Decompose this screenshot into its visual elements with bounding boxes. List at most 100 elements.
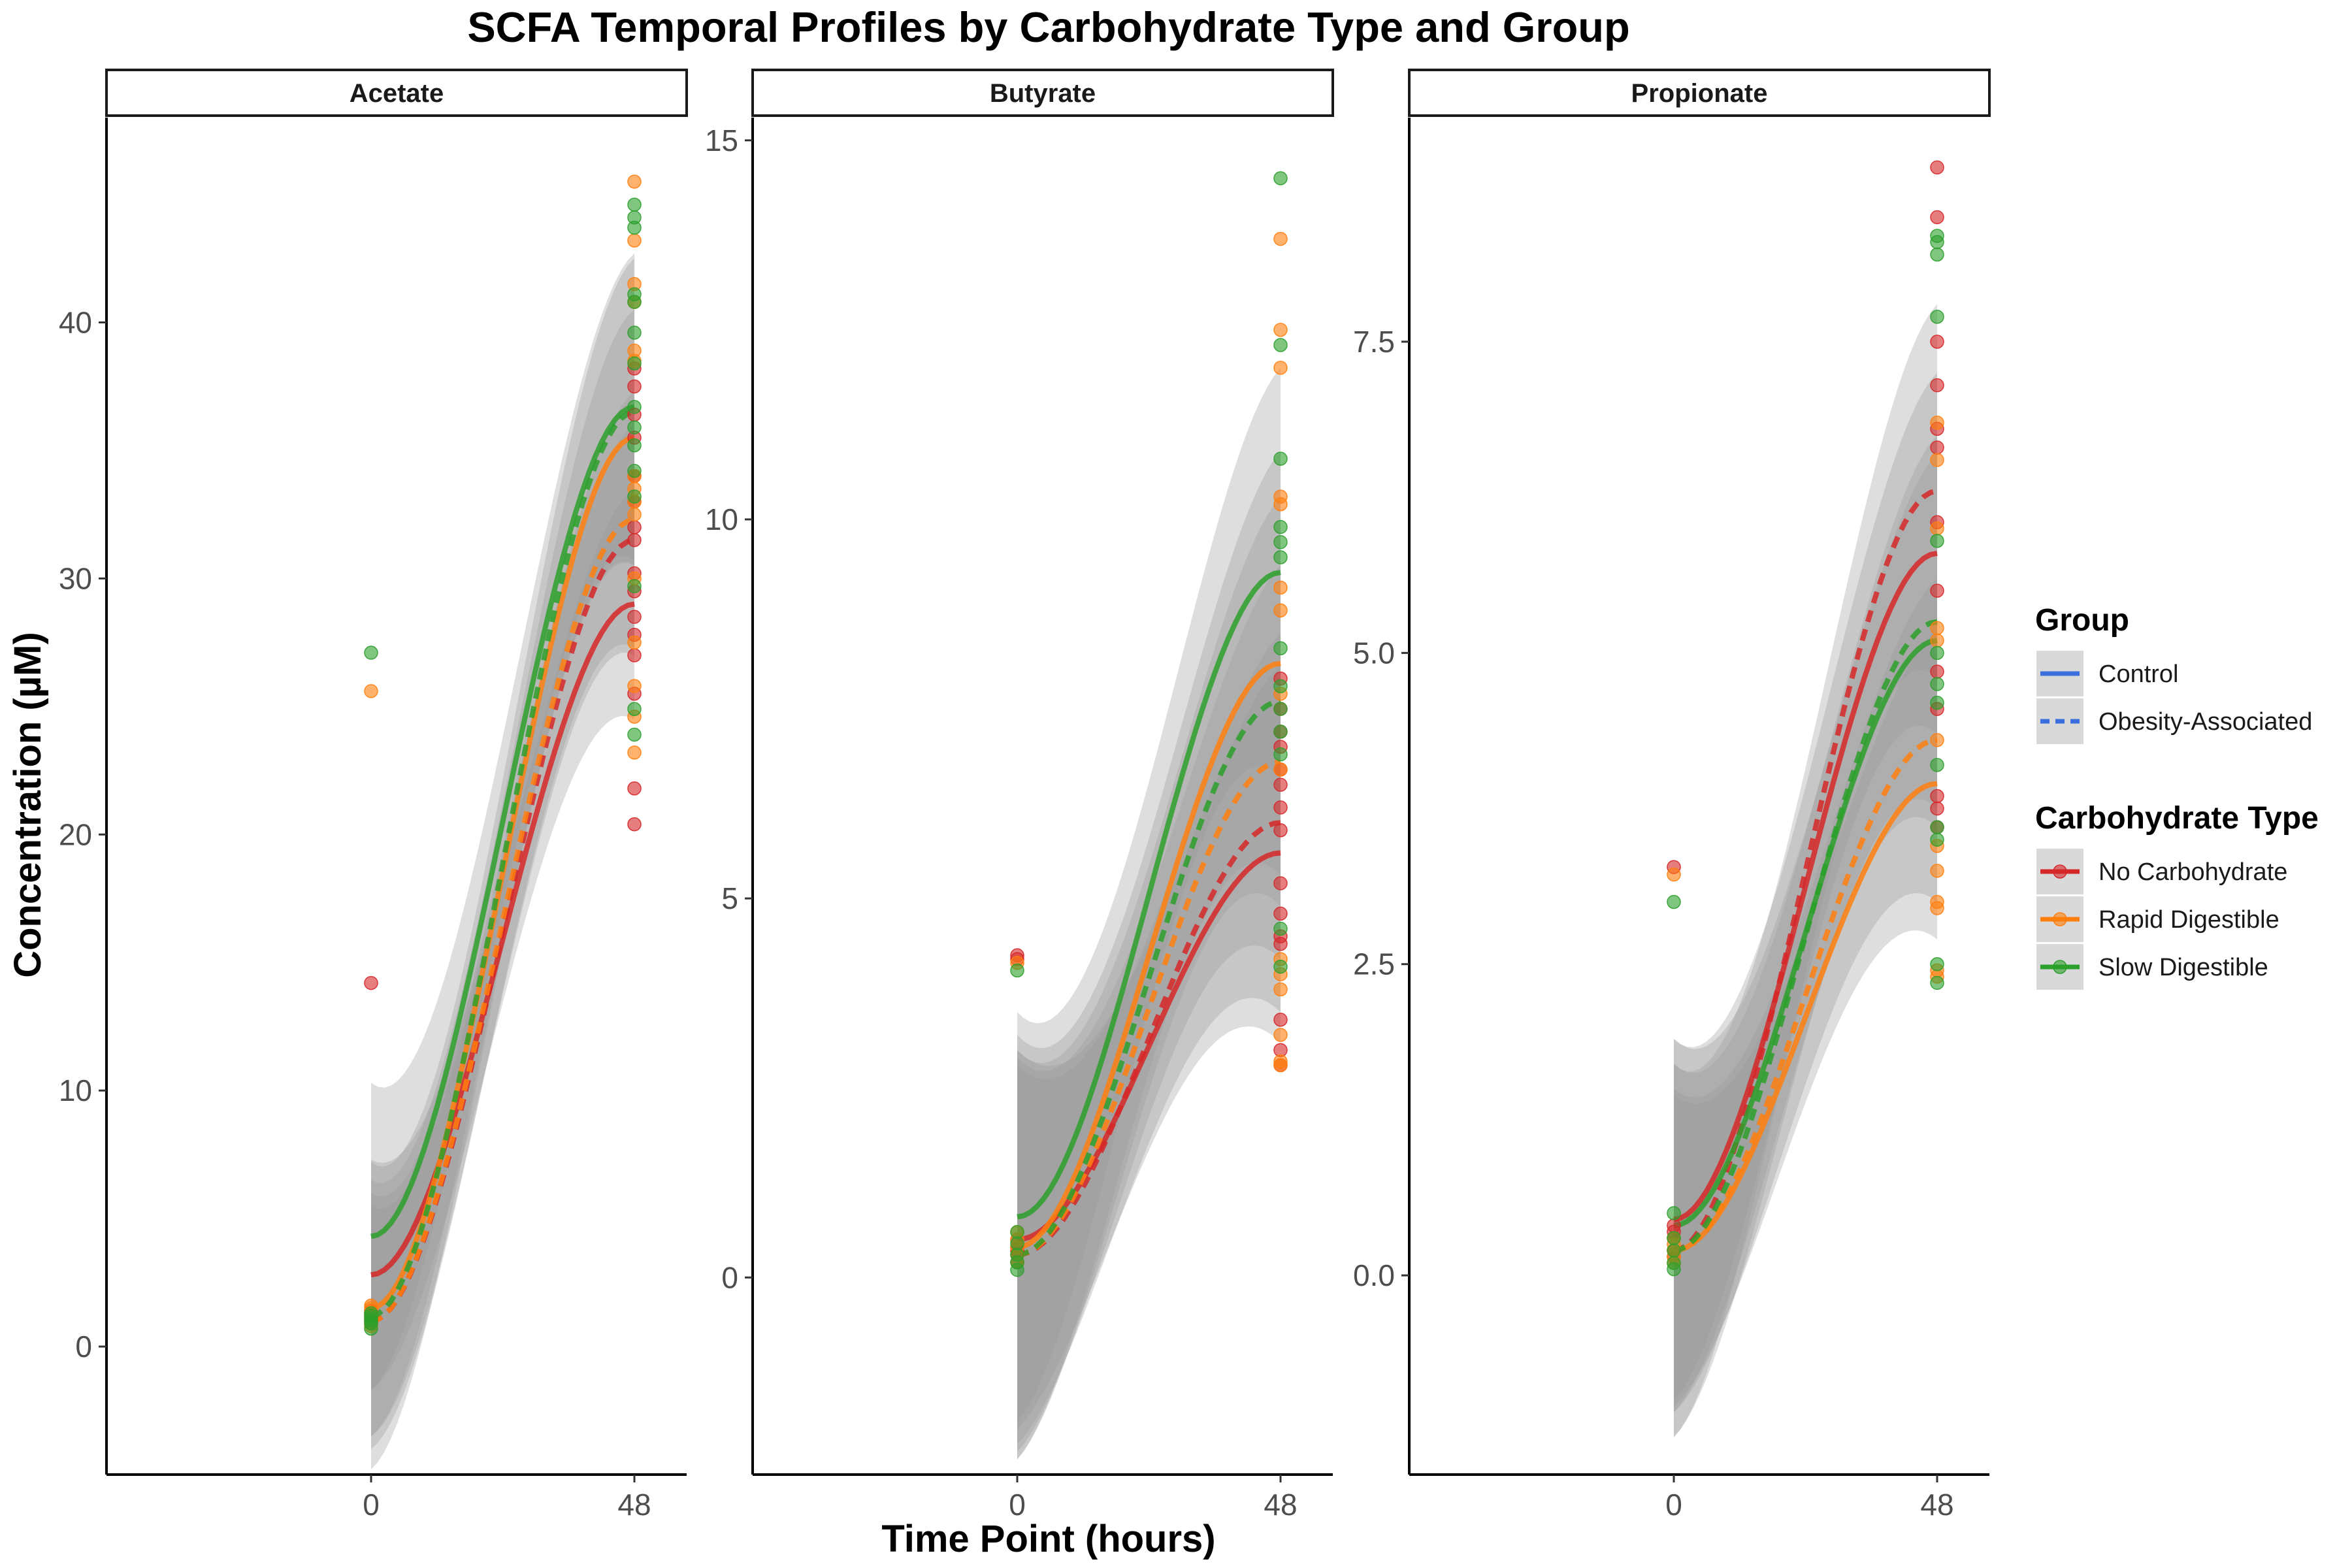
y-tick-label: 15	[705, 123, 738, 157]
data-point-no-carbohydrate	[627, 520, 642, 534]
data-point-slow-digestible	[1273, 550, 1288, 564]
data-point-rapid-digestible	[364, 684, 378, 698]
data-point-no-carbohydrate	[1930, 210, 1944, 225]
data-point-rapid-digestible	[1930, 733, 1944, 747]
legend-key-point	[2053, 912, 2067, 926]
data-point-rapid-digestible	[1273, 231, 1288, 246]
data-point-slow-digestible	[1273, 171, 1288, 186]
legend-key-control: Control	[2036, 651, 2179, 696]
data-point-slow-digestible	[1010, 1236, 1024, 1250]
strip-label-butyrate: Butyrate	[990, 79, 1096, 108]
data-point-rapid-digestible	[627, 679, 642, 693]
data-point-slow-digestible	[1930, 645, 1944, 661]
y-tick-label: 5.0	[1353, 636, 1395, 670]
data-point-no-carbohydrate	[1930, 378, 1944, 393]
data-point-no-carbohydrate	[627, 781, 642, 796]
data-point-slow-digestible	[1667, 1262, 1681, 1277]
data-point-slow-digestible	[1930, 695, 1944, 710]
legend-key-point	[2053, 864, 2067, 879]
x-axis-title: Time Point (hours)	[881, 1518, 1215, 1560]
y-tick-label: 0.0	[1353, 1258, 1395, 1292]
trend-line-no-carbohydrate-obesity-associated	[1017, 820, 1281, 1258]
data-point-no-carbohydrate	[1273, 823, 1288, 838]
x-tick-label: 48	[1920, 1488, 1953, 1522]
legend-label-control: Control	[2099, 661, 2179, 688]
legend-label-slow-digestible: Slow Digestible	[2099, 954, 2268, 981]
data-point-rapid-digestible	[1273, 361, 1288, 375]
data-point-no-carbohydrate	[1273, 876, 1288, 890]
legend-key-slow-digestible: Slow Digestible	[2036, 944, 2268, 990]
y-tick-label: 0	[721, 1260, 738, 1294]
strip-label-propionate: Propionate	[1631, 79, 1768, 108]
data-point-no-carbohydrate	[627, 648, 642, 662]
data-point-rapid-digestible	[627, 745, 642, 760]
data-point-slow-digestible	[627, 702, 642, 717]
data-point-rapid-digestible	[627, 174, 642, 189]
data-point-no-carbohydrate	[1273, 906, 1288, 921]
x-tick-label: 0	[1665, 1488, 1682, 1522]
data-point-no-carbohydrate	[1273, 800, 1288, 815]
x-tick-label: 48	[617, 1488, 651, 1522]
data-point-rapid-digestible	[1273, 762, 1288, 777]
data-point-slow-digestible	[1930, 534, 1944, 548]
data-point-rapid-digestible	[1273, 1028, 1288, 1042]
data-point-slow-digestible	[1930, 677, 1944, 691]
data-point-no-carbohydrate	[627, 532, 642, 547]
y-tick-label: 30	[59, 561, 92, 595]
facet-acetate: Acetate 0 10 20 30 40 0 48	[59, 69, 688, 1522]
legend-key-rapid-digestible: Rapid Digestible	[2036, 896, 2279, 942]
data-point-rapid-digestible	[1930, 521, 1944, 536]
data-point-rapid-digestible	[1930, 864, 1944, 878]
data-point-no-carbohydrate	[1930, 789, 1944, 804]
data-point-slow-digestible	[1667, 1243, 1681, 1258]
data-point-no-carbohydrate	[1273, 777, 1288, 792]
data-point-no-carbohydrate	[1930, 583, 1944, 598]
trend-line-slow-digestible-control	[370, 404, 635, 1239]
data-point-no-carbohydrate	[1930, 801, 1944, 816]
legend: Group Control Obesity-Associated Carbohyd…	[2035, 603, 2319, 990]
data-point-no-carbohydrate	[627, 379, 642, 394]
data-point-slow-digestible	[1273, 535, 1288, 549]
data-point-slow-digestible	[627, 295, 642, 309]
data-point-no-carbohydrate	[1930, 160, 1944, 174]
data-point-rapid-digestible	[627, 507, 642, 522]
trend-line-rapid-digestible-obesity-associated	[1673, 737, 1938, 1253]
data-point-slow-digestible	[1667, 1206, 1681, 1220]
data-point-slow-digestible	[1273, 959, 1288, 974]
data-point-slow-digestible	[627, 356, 642, 370]
data-point-no-carbohydrate	[1273, 937, 1288, 951]
legend-label-obesity-associated: Obesity-Associated	[2099, 708, 2312, 736]
data-point-no-carbohydrate	[1930, 664, 1944, 679]
strip-acetate	[105, 69, 688, 117]
data-point-no-carbohydrate	[627, 817, 642, 832]
x-tick-label: 0	[1009, 1488, 1026, 1522]
y-tick-label: 40	[59, 306, 92, 340]
data-point-rapid-digestible	[1930, 453, 1944, 467]
legend-title-carbohydrate: Carbohydrate Type	[2035, 801, 2319, 836]
data-point-slow-digestible	[627, 197, 642, 212]
data-point-slow-digestible	[627, 464, 642, 478]
data-point-rapid-digestible	[1273, 497, 1288, 512]
data-point-slow-digestible	[1273, 725, 1288, 739]
trend-line-slow-digestible-control	[1017, 570, 1281, 1220]
data-point-slow-digestible	[1930, 247, 1944, 262]
x-tick-label: 0	[363, 1488, 380, 1522]
y-tick-label: 10	[705, 502, 738, 536]
strip-propionate	[1408, 69, 1991, 117]
data-point-slow-digestible	[627, 325, 642, 340]
y-tick-label: 2.5	[1353, 947, 1395, 981]
legend-title-group: Group	[2035, 603, 2129, 638]
trend-line-no-carbohydrate-obesity-associated	[1673, 488, 1938, 1253]
legend-label-rapid-digestible: Rapid Digestible	[2099, 906, 2279, 934]
trend-line-no-carbohydrate-control	[1673, 550, 1938, 1222]
trend-line-slow-digestible-control	[1673, 638, 1938, 1228]
data-point-slow-digestible	[627, 420, 642, 434]
data-point-rapid-digestible	[1273, 982, 1288, 997]
data-point-slow-digestible	[1273, 702, 1288, 716]
data-point-slow-digestible	[1930, 820, 1944, 834]
trend-line-slow-digestible-obesity-associated	[370, 409, 635, 1318]
data-point-slow-digestible	[1930, 956, 1944, 972]
data-point-slow-digestible	[627, 438, 642, 453]
facet-butyrate: Butyrate 0 5 10 15 0 48	[705, 69, 1334, 1522]
data-point-slow-digestible	[627, 400, 642, 414]
